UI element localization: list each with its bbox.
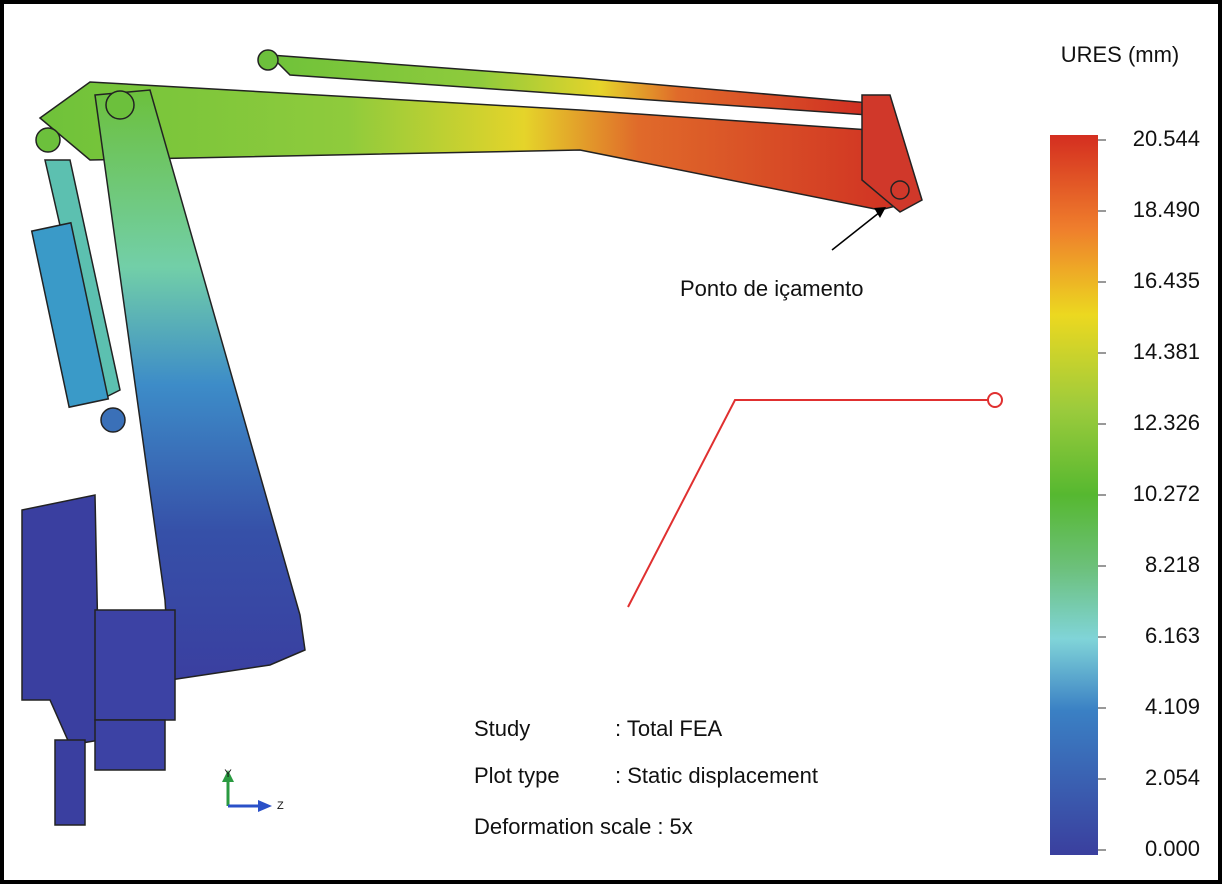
- tick-label: 12.326: [1133, 410, 1200, 435]
- info-label: Plot type: [474, 763, 560, 788]
- tick-label: 20.544: [1133, 126, 1200, 151]
- tick-label: 6.163: [1145, 623, 1200, 648]
- color-bar: [1050, 135, 1098, 855]
- info-value: : Static displacement: [615, 763, 818, 788]
- info-value: : 5x: [657, 814, 692, 839]
- annotation: Ponto de içamento: [680, 276, 863, 301]
- fea-view: Y Z Ponto de içamento Study : Total FEA Pl…: [0, 0, 1222, 884]
- info-label: Study: [474, 716, 530, 741]
- tick-label: 4.109: [1145, 694, 1200, 719]
- tick-label: 18.490: [1133, 197, 1200, 222]
- tick-label: 8.218: [1145, 552, 1200, 577]
- legend-title: URES (mm): [1061, 42, 1180, 67]
- tick-label: 14.381: [1133, 339, 1200, 364]
- triad-z: Z: [277, 800, 284, 812]
- triad-y: Y: [224, 768, 232, 780]
- info-label: Deformation scale: [474, 814, 651, 839]
- tick-label: 2.054: [1145, 765, 1200, 790]
- tick-label: 16.435: [1133, 268, 1200, 293]
- tick-label: 0.000: [1145, 836, 1200, 861]
- info-value: : Total FEA: [615, 716, 723, 741]
- tick-label: 10.272: [1133, 481, 1200, 506]
